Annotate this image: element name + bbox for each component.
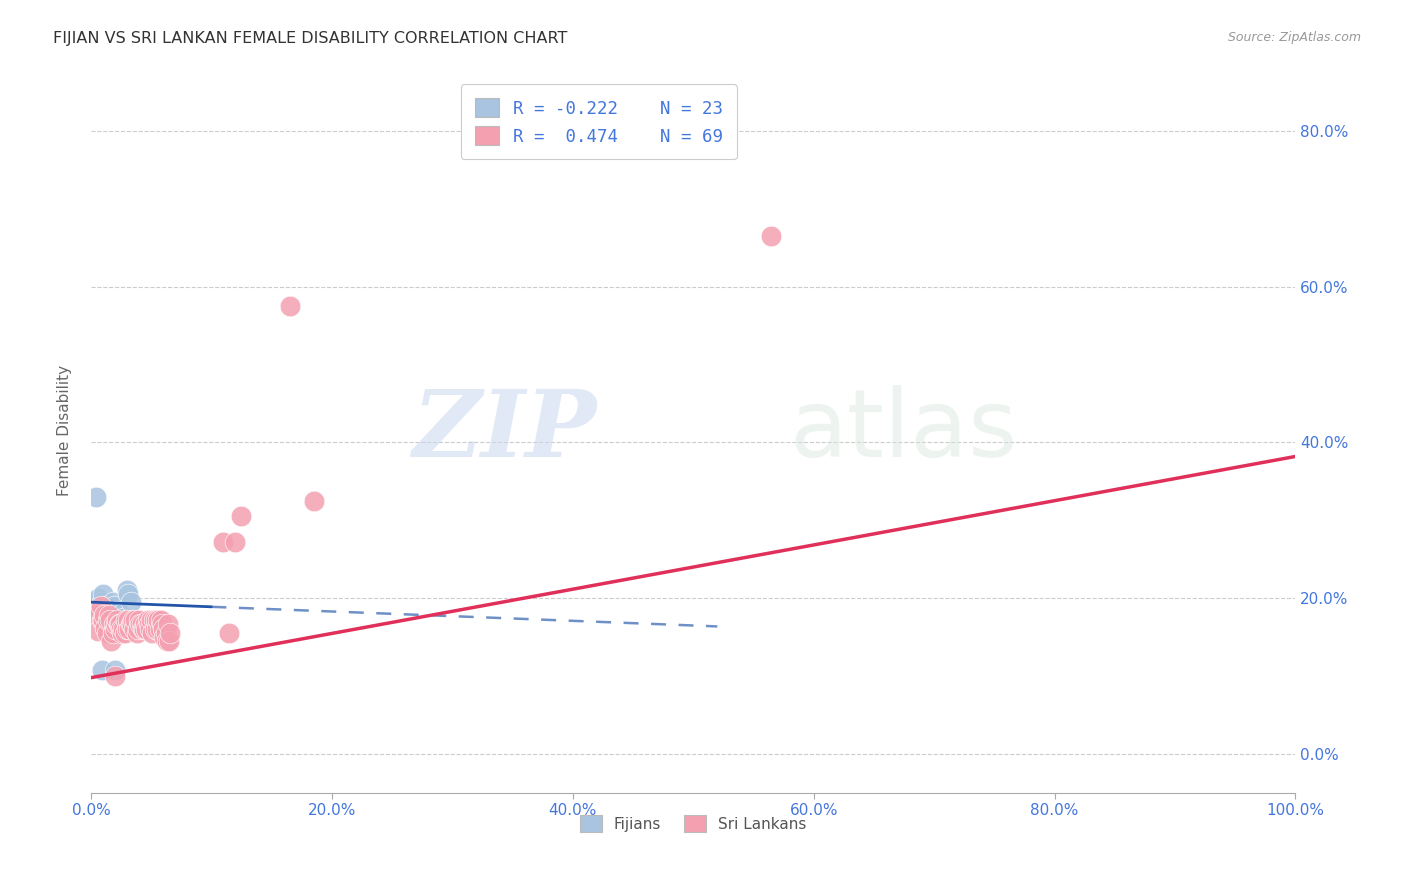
Point: [110, 607, 132, 621]
Point: [157, 616, 180, 631]
Point: [159, 625, 181, 640]
Point: [156, 634, 179, 648]
Point: [103, 616, 125, 631]
Point: [91, 587, 114, 601]
Point: [107, 616, 129, 631]
Point: [135, 622, 157, 636]
Text: ZIP: ZIP: [412, 385, 596, 475]
Point: [112, 611, 135, 625]
Point: [97, 613, 120, 627]
Point: [218, 625, 240, 640]
Point: [104, 663, 127, 677]
Point: [118, 622, 141, 636]
Point: [87, 624, 110, 638]
Point: [152, 622, 174, 636]
Point: [122, 613, 145, 627]
Point: [124, 622, 146, 636]
Point: [90, 595, 112, 609]
Point: [231, 509, 253, 524]
Point: [98, 603, 121, 617]
Point: [98, 608, 121, 623]
Point: [111, 625, 134, 640]
Point: [98, 613, 121, 627]
Text: Source: ZipAtlas.com: Source: ZipAtlas.com: [1227, 31, 1361, 45]
Text: FIJIAN VS SRI LANKAN FEMALE DISABILITY CORRELATION CHART: FIJIAN VS SRI LANKAN FEMALE DISABILITY C…: [53, 31, 568, 46]
Point: [138, 616, 160, 631]
Point: [142, 613, 165, 627]
Point: [155, 625, 177, 640]
Point: [84, 608, 107, 623]
Point: [90, 599, 112, 613]
Point: [115, 613, 138, 627]
Point: [90, 613, 112, 627]
Point: [153, 630, 176, 644]
Point: [101, 625, 124, 640]
Point: [115, 583, 138, 598]
Point: [96, 611, 118, 625]
Point: [132, 622, 155, 636]
Point: [100, 634, 122, 648]
Point: [120, 595, 142, 609]
Point: [91, 613, 114, 627]
Point: [139, 622, 162, 636]
Point: [128, 613, 150, 627]
Point: [136, 613, 159, 627]
Point: [107, 605, 129, 619]
Point: [143, 622, 166, 636]
Point: [132, 622, 155, 636]
Point: [134, 616, 156, 631]
Point: [278, 299, 301, 313]
Point: [103, 599, 125, 613]
Point: [105, 616, 128, 631]
Point: [146, 622, 169, 636]
Point: [224, 535, 246, 549]
Point: [101, 595, 124, 609]
Point: [94, 621, 117, 635]
Point: [129, 616, 152, 631]
Point: [110, 622, 132, 636]
Point: [127, 622, 149, 636]
Point: [148, 613, 170, 627]
Point: [114, 615, 136, 629]
Point: [90, 663, 112, 677]
Legend: Fijians, Sri Lankans: Fijians, Sri Lankans: [572, 808, 814, 839]
Point: [120, 616, 142, 631]
Y-axis label: Female Disability: Female Disability: [58, 365, 72, 496]
Point: [107, 613, 129, 627]
Point: [114, 625, 136, 640]
Point: [108, 616, 131, 631]
Point: [125, 625, 148, 640]
Point: [104, 622, 127, 636]
Point: [149, 613, 172, 627]
Point: [150, 616, 173, 631]
Point: [93, 608, 115, 623]
Point: [212, 535, 235, 549]
Point: [149, 622, 172, 636]
Point: [121, 616, 143, 631]
Point: [302, 494, 325, 508]
Point: [104, 669, 127, 683]
Point: [112, 622, 135, 636]
Text: atlas: atlas: [790, 384, 1018, 476]
Point: [87, 591, 110, 606]
Point: [94, 599, 117, 613]
Point: [84, 595, 107, 609]
Point: [108, 611, 131, 625]
Point: [96, 625, 118, 640]
Point: [131, 616, 153, 631]
Point: [761, 229, 783, 244]
Point: [117, 613, 139, 627]
Point: [117, 587, 139, 601]
Point: [141, 613, 163, 627]
Point: [105, 615, 128, 629]
Point: [141, 625, 163, 640]
Point: [115, 622, 138, 636]
Point: [157, 634, 180, 648]
Point: [124, 613, 146, 627]
Point: [98, 607, 121, 621]
Point: [84, 490, 107, 504]
Point: [145, 613, 167, 627]
Point: [89, 603, 111, 617]
